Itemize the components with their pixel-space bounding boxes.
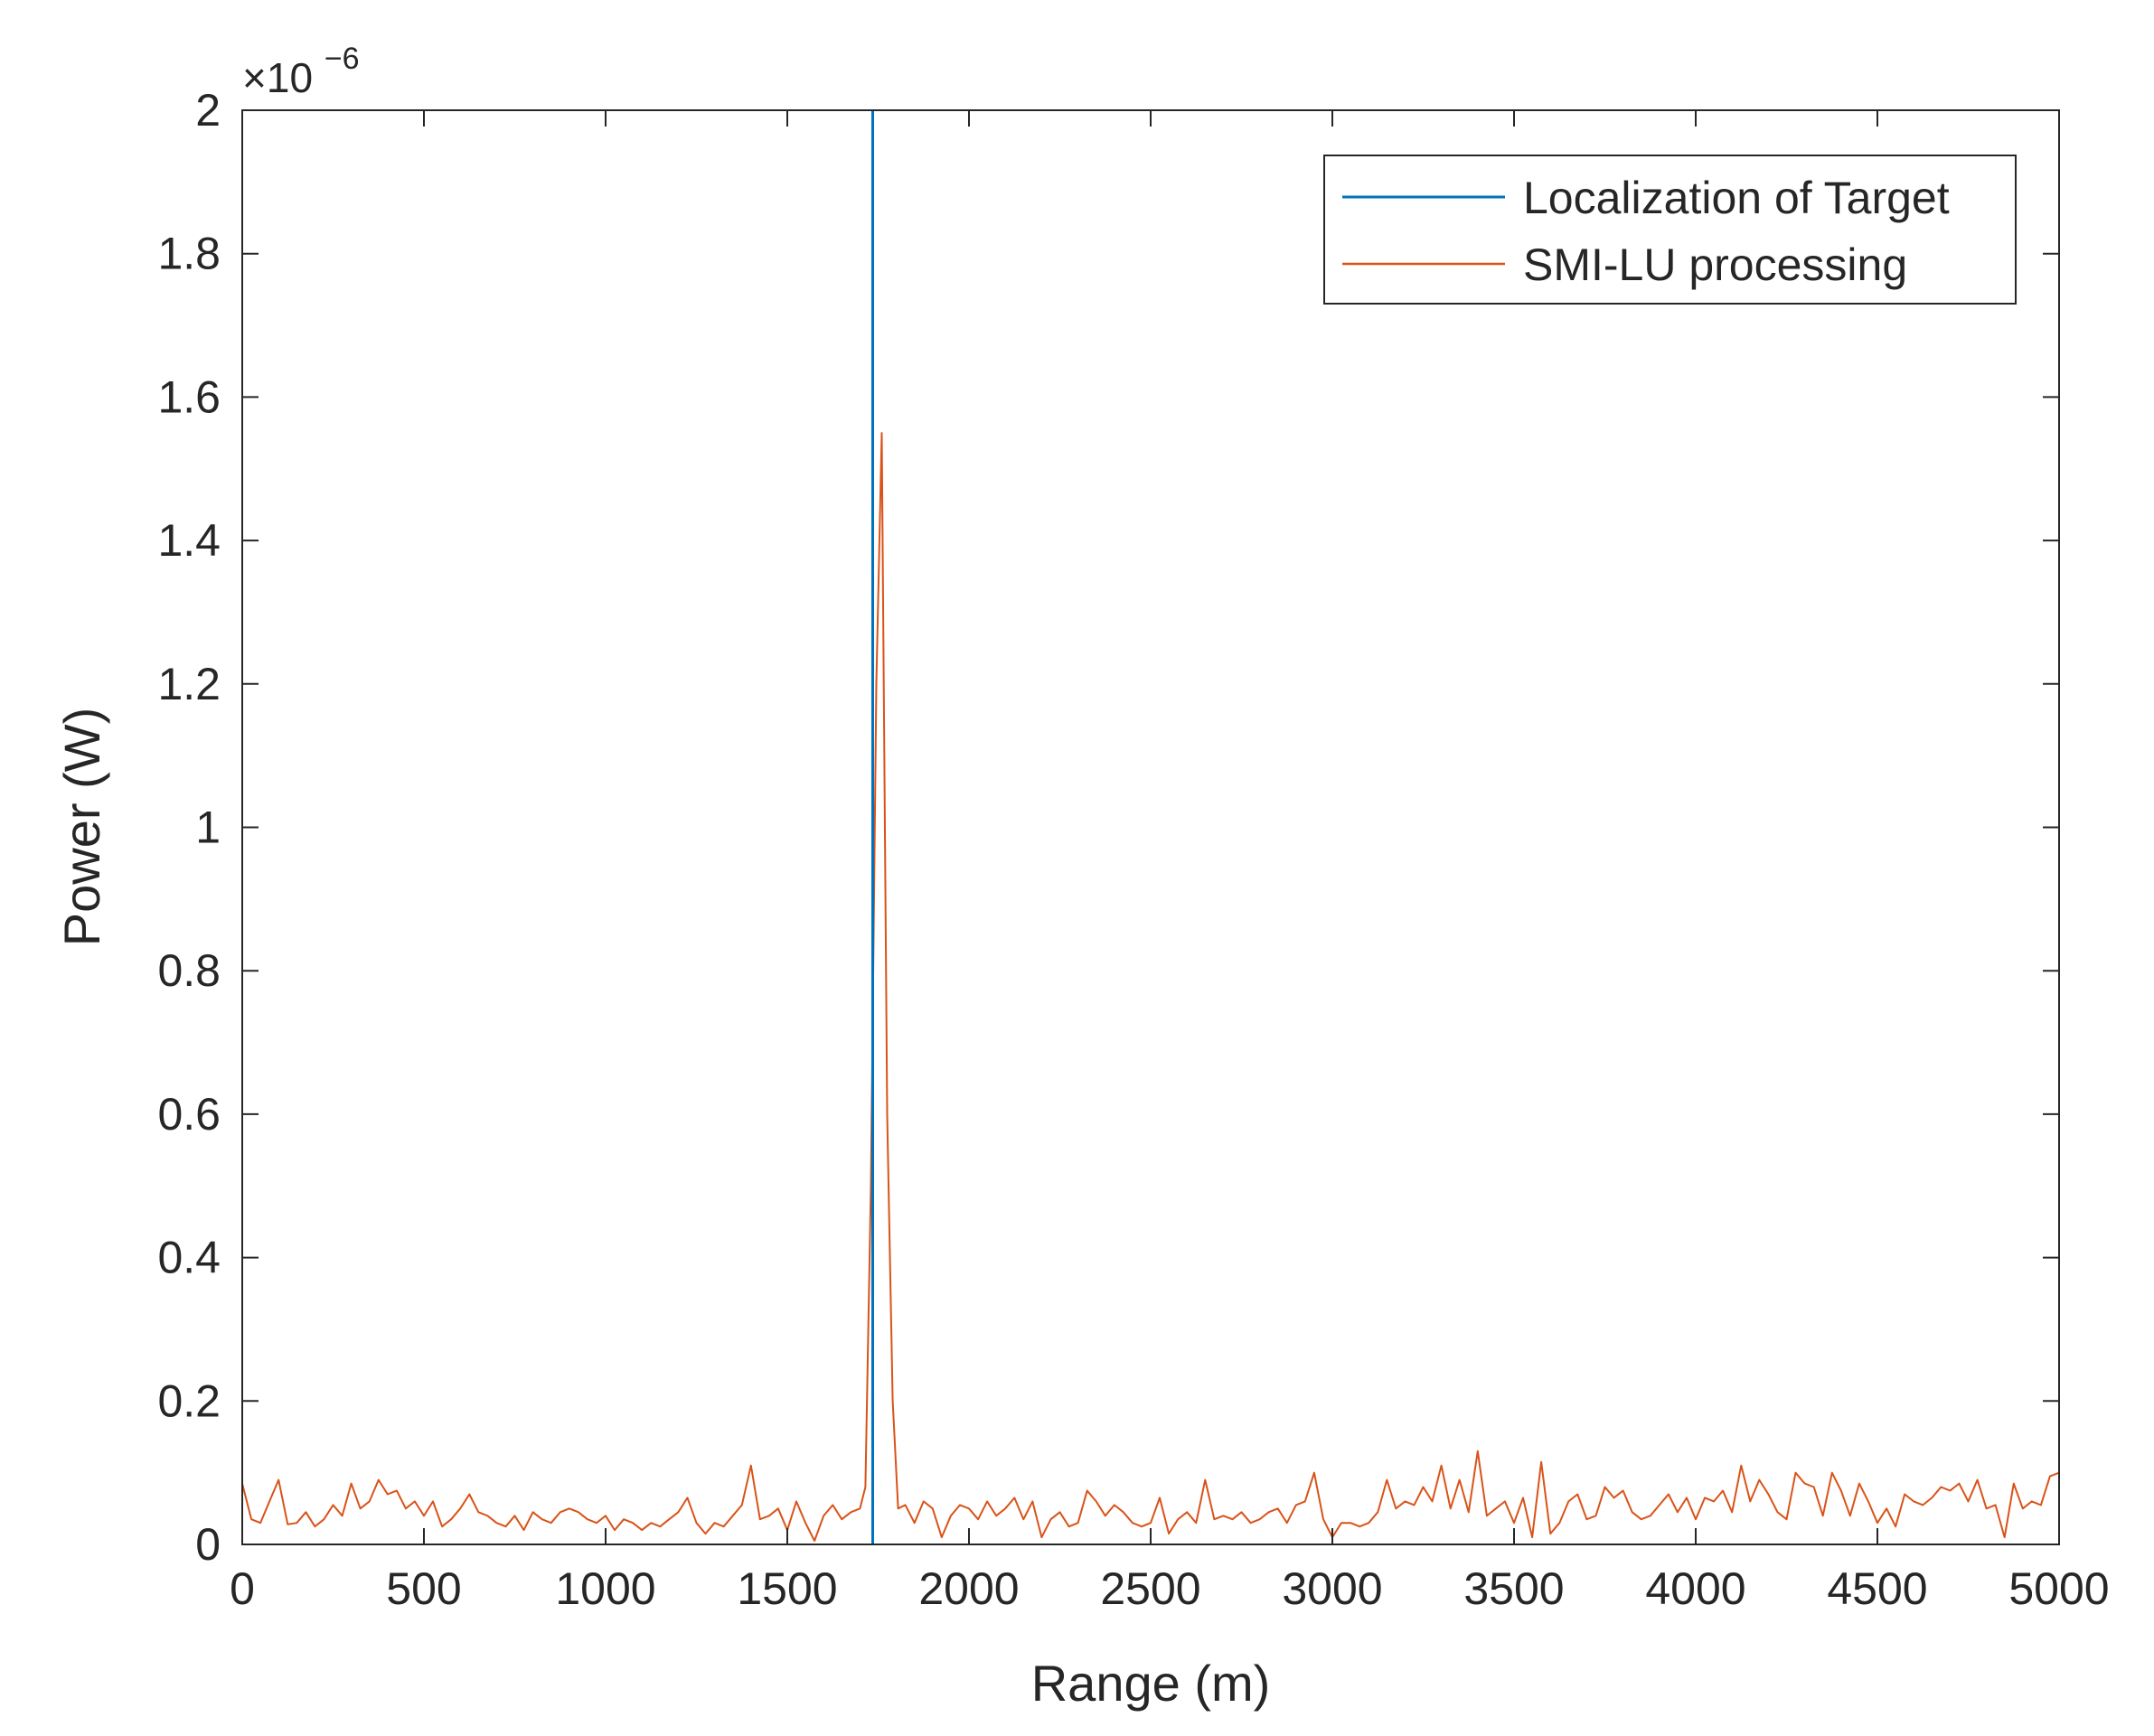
y-exponent-label: ×10 −6 (242, 42, 360, 101)
y-tick-label: 1.2 (157, 659, 221, 709)
x-tick-label: 3500 (1463, 1563, 1564, 1614)
legend: Localization of Target SMI-LU processing (1323, 155, 2017, 305)
y-exponent-base: ×10 (242, 54, 313, 101)
x-tick-label: 1500 (737, 1563, 837, 1614)
y-exponent-power: −6 (325, 42, 360, 76)
y-tick-label: 0 (195, 1519, 221, 1570)
x-tick-label: 3000 (1282, 1563, 1382, 1614)
y-tick-label: 0.2 (157, 1375, 221, 1426)
legend-label-localization: Localization of Target (1523, 173, 1950, 223)
x-axis-label: Range (m) (1031, 1655, 1271, 1712)
series-line-smi-lu (241, 432, 2060, 1542)
x-tick-label: 5000 (2008, 1563, 2109, 1614)
y-tick-label: 0.6 (157, 1089, 221, 1140)
x-tick-label: 500 (386, 1563, 461, 1614)
x-tick-label: 2000 (918, 1563, 1019, 1614)
x-tick-label: 1000 (555, 1563, 655, 1614)
y-tick-label: 0.4 (157, 1233, 221, 1283)
y-tick-label: 0.8 (157, 945, 221, 996)
x-tick-label: 4000 (1645, 1563, 1745, 1614)
plot-area (242, 110, 2059, 1544)
ticks-layer: 0 500 1000 1500 2000 2500 3000 3500 4000 4500 5000… (157, 85, 2109, 1614)
y-tick-label: 1.8 (157, 229, 221, 279)
legend-label-smi-lu: SMI-LU processing (1523, 239, 1907, 290)
y-tick-label: 1.6 (157, 371, 221, 422)
series-layer (241, 110, 2060, 1544)
y-tick-label: 2 (195, 85, 221, 136)
legend-box (1323, 155, 2017, 305)
y-tick-label: 1 (195, 802, 221, 853)
x-tick-label: 2500 (1100, 1563, 1200, 1614)
x-tick-label: 0 (230, 1563, 255, 1614)
x-tick-label: 4500 (1827, 1563, 1927, 1614)
y-axis-label: Power (W) (53, 708, 110, 946)
y-tick-label: 1.4 (157, 515, 221, 566)
